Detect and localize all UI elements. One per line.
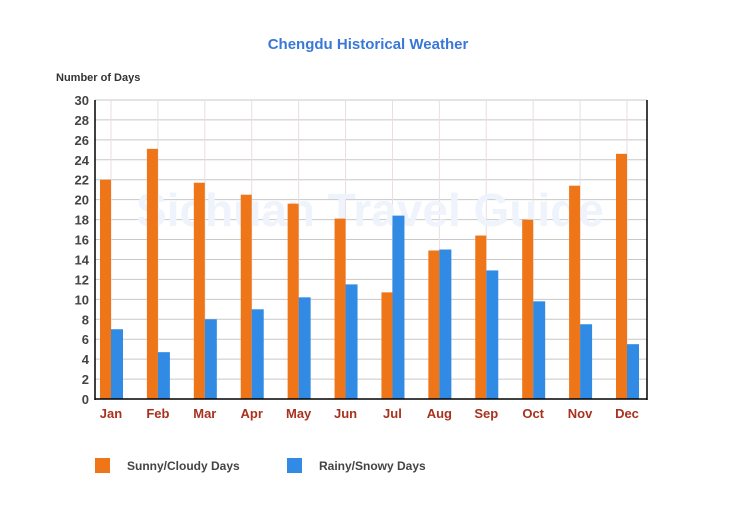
y-tick-label: 8 [82, 312, 89, 327]
y-tick-label: 30 [75, 93, 89, 108]
bar-sunny-jul [381, 292, 393, 399]
x-tick-label: Jul [383, 406, 402, 421]
x-tick-label: Feb [146, 406, 169, 421]
y-tick-label: 12 [75, 272, 89, 287]
watermark: Sichuan Travel Guide [136, 184, 604, 236]
bar-sunny-may [287, 203, 299, 399]
bar-rainy-jun [345, 284, 358, 399]
bar-sunny-nov [569, 185, 581, 399]
y-tick-label: 22 [75, 173, 89, 188]
bar-sunny-jun [334, 218, 346, 399]
x-tick-label: Jun [334, 406, 357, 421]
y-tick-label: 24 [75, 153, 90, 168]
bar-rainy-oct [533, 301, 546, 399]
x-tick-label: Apr [241, 406, 263, 421]
bar-rainy-jul [392, 215, 405, 399]
legend-label: Rainy/Snowy Days [319, 458, 426, 473]
y-tick-label: 6 [82, 332, 89, 347]
y-tick-label: 14 [75, 252, 90, 267]
bar-sunny-oct [522, 219, 534, 399]
y-tick-label: 26 [75, 133, 89, 148]
bar-sunny-jan [100, 179, 111, 399]
legend-item-sunny: Sunny/Cloudy Days [95, 458, 240, 473]
bar-sunny-feb [146, 148, 158, 399]
bar-sunny-dec [616, 153, 627, 399]
y-tick-label: 18 [75, 213, 89, 228]
bar-sunny-aug [428, 250, 440, 399]
chart-title: Chengdu Historical Weather [267, 36, 469, 53]
y-tick-label: 2 [82, 372, 89, 387]
x-tick-label: Nov [568, 406, 593, 421]
x-tick-label: Dec [615, 406, 639, 421]
x-tick-label: Oct [522, 406, 544, 421]
bar-rainy-aug [439, 249, 452, 399]
y-axis-label: Number of Days [56, 72, 141, 84]
y-tick-label: 16 [75, 233, 89, 248]
bar-rainy-mar [204, 319, 217, 399]
bar-sunny-mar [193, 182, 205, 399]
bar-rainy-feb [157, 352, 170, 399]
x-tick-label: May [286, 406, 312, 421]
bar-rainy-apr [251, 309, 264, 399]
x-tick-label: Jan [100, 406, 122, 421]
legend-item-rainy: Rainy/Snowy Days [287, 458, 426, 473]
legend-swatch [95, 458, 110, 473]
y-tick-label: 20 [75, 193, 89, 208]
y-tick-label: 4 [82, 352, 90, 367]
legend-label: Sunny/Cloudy Days [127, 458, 240, 473]
x-tick-label: Mar [193, 406, 216, 421]
bar-rainy-sep [486, 270, 499, 399]
bar-sunny-apr [240, 194, 252, 399]
bar-rainy-dec [627, 344, 639, 399]
bar-rainy-nov [580, 324, 593, 399]
bar-rainy-may [298, 297, 311, 399]
y-tick-label: 28 [75, 113, 89, 128]
y-tick-label: 10 [75, 292, 89, 307]
x-tick-label: Sep [474, 406, 498, 421]
bar-rainy-jan [111, 329, 123, 399]
y-tick-label: 0 [82, 392, 89, 407]
x-tick-label: Aug [427, 406, 452, 421]
bar-sunny-sep [475, 235, 487, 399]
legend-swatch [287, 458, 302, 473]
